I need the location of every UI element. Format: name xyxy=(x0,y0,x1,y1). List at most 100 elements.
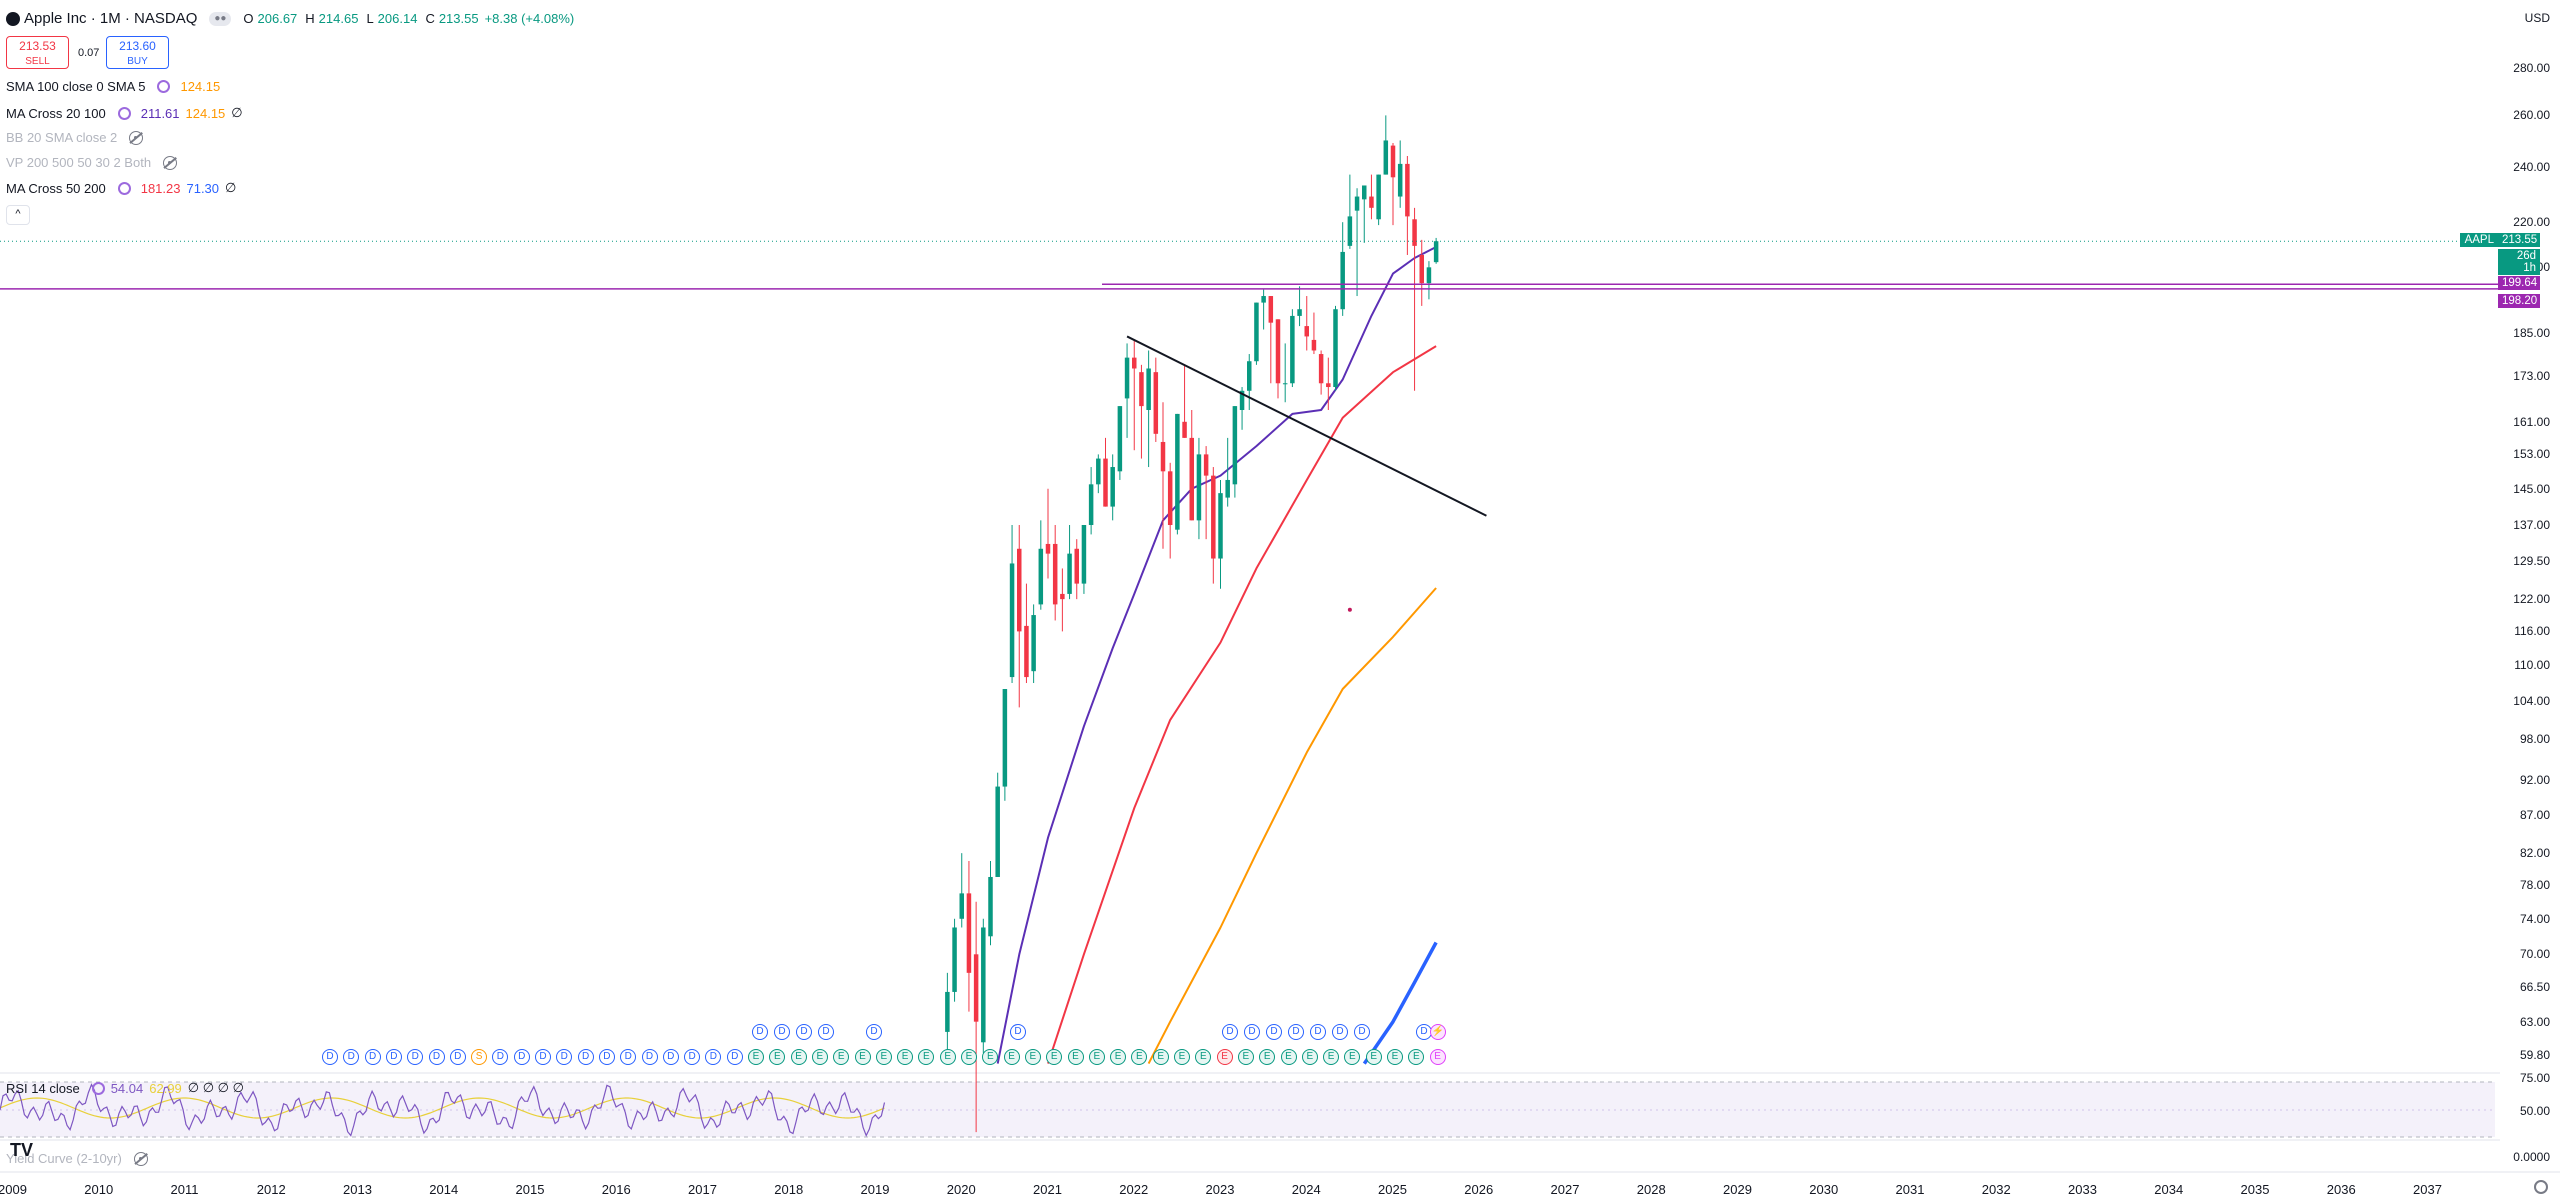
time-axis-label: 2024 xyxy=(1291,1182,1321,1197)
earnings-marker[interactable]: E xyxy=(897,1049,914,1065)
dividend-marker[interactable]: D xyxy=(428,1049,445,1065)
hidden-eye-icon[interactable] xyxy=(129,130,144,145)
yield-curve-legend[interactable]: Yield Curve (2-10yr) xyxy=(6,1151,148,1166)
indicator-ma-cross-20-100[interactable]: MA Cross 20 100 211.61 124.15 ∅ xyxy=(6,105,243,121)
candle xyxy=(1117,406,1123,480)
dividend-marker[interactable]: D xyxy=(407,1049,424,1065)
indicator-ma-cross-50-200[interactable]: MA Cross 50 200 181.23 71.30 ∅ xyxy=(6,180,236,196)
dividend-marker[interactable]: D xyxy=(598,1049,615,1065)
dividend-marker[interactable]: D xyxy=(343,1049,360,1065)
dividend-marker[interactable]: D xyxy=(556,1049,573,1065)
buy-button[interactable]: 213.60 BUY xyxy=(106,36,169,69)
earnings-marker[interactable]: E xyxy=(1344,1049,1361,1065)
dividend-marker[interactable]: D xyxy=(513,1049,530,1065)
earnings-marker[interactable]: E xyxy=(1046,1049,1063,1065)
earnings-marker[interactable]: E xyxy=(875,1049,892,1065)
earnings-marker[interactable]: E xyxy=(1152,1049,1169,1065)
earnings-marker[interactable]: E xyxy=(1110,1049,1127,1065)
dividend-marker[interactable]: D xyxy=(1222,1024,1238,1040)
dividend-marker[interactable]: D xyxy=(641,1049,658,1065)
earnings-marker[interactable]: E xyxy=(939,1049,956,1065)
more-options-icon[interactable]: ●● xyxy=(209,11,232,26)
earnings-marker[interactable]: E xyxy=(1280,1049,1297,1065)
indicator-bb[interactable]: BB 20 SMA close 2 xyxy=(6,130,144,145)
indicator-settings-icon[interactable] xyxy=(157,80,171,93)
dividend-marker[interactable]: D xyxy=(818,1024,834,1040)
dividend-marker[interactable]: D xyxy=(705,1049,722,1065)
earnings-marker[interactable]: E xyxy=(961,1049,977,1065)
candle xyxy=(1297,286,1302,327)
earnings-marker[interactable]: E xyxy=(1365,1049,1382,1065)
dividend-marker[interactable]: D xyxy=(774,1024,790,1040)
dividend-marker[interactable]: D xyxy=(1244,1024,1260,1040)
indicator-value: 211.61 xyxy=(140,105,180,121)
earnings-marker[interactable]: E xyxy=(1237,1049,1254,1065)
indicator-vp[interactable]: VP 200 500 50 30 2 Both xyxy=(6,155,178,170)
dividend-marker[interactable]: D xyxy=(1288,1024,1304,1040)
dividend-marker[interactable]: D xyxy=(796,1024,812,1040)
dividend-marker[interactable]: D xyxy=(364,1049,381,1065)
split-marker[interactable]: S xyxy=(471,1049,488,1065)
dividend-marker[interactable]: D xyxy=(322,1049,338,1065)
dividend-marker[interactable]: D xyxy=(726,1049,743,1065)
earnings-marker[interactable]: E xyxy=(790,1049,807,1065)
dividend-marker[interactable]: D xyxy=(1310,1024,1326,1040)
dividend-marker[interactable]: D xyxy=(752,1024,768,1040)
dividend-marker[interactable]: D xyxy=(1354,1024,1370,1040)
dividend-marker[interactable]: D xyxy=(662,1049,679,1065)
hidden-eye-icon[interactable] xyxy=(163,155,178,170)
rsi-line xyxy=(0,1083,886,1137)
dividend-marker[interactable]: D xyxy=(577,1049,594,1065)
time-axis-label: 2025 xyxy=(1378,1182,1407,1197)
earnings-marker[interactable]: E xyxy=(769,1049,786,1065)
symbol-title[interactable]: Apple Inc · 1M · NASDAQ xyxy=(24,10,198,27)
candle xyxy=(945,972,950,1064)
dividend-marker[interactable]: D xyxy=(620,1049,637,1065)
dividend-marker[interactable]: D xyxy=(492,1049,509,1065)
earnings-marker[interactable]: E xyxy=(748,1049,764,1065)
dividend-marker[interactable]: D xyxy=(385,1049,402,1065)
earnings-marker[interactable]: E xyxy=(1003,1049,1020,1065)
rsi-legend[interactable]: RSI 14 close 54.04 62.99 ∅ ∅ ∅ ∅ xyxy=(6,1080,244,1096)
rsi-settings-icon[interactable] xyxy=(91,1081,105,1095)
earnings-marker[interactable]: E xyxy=(811,1049,828,1065)
time-axis-label: 2021 xyxy=(1033,1182,1062,1197)
earnings-marker[interactable]: E xyxy=(1323,1049,1340,1065)
indicator-settings-icon[interactable] xyxy=(117,106,131,120)
sell-button[interactable]: 213.53 SELL xyxy=(6,36,69,69)
earnings-marker[interactable]: E xyxy=(982,1049,999,1065)
annotation-dot xyxy=(1347,607,1352,612)
earnings-marker[interactable]: E xyxy=(1301,1049,1318,1065)
earnings-marker[interactable]: E xyxy=(1024,1049,1041,1065)
earnings-marker[interactable]: E xyxy=(1429,1049,1446,1065)
earnings-marker[interactable]: E xyxy=(1067,1049,1084,1065)
dividend-marker[interactable]: D xyxy=(1010,1024,1026,1040)
earnings-marker[interactable]: E xyxy=(1174,1049,1190,1065)
dividend-marker[interactable]: D xyxy=(1416,1024,1432,1040)
dividend-marker[interactable]: D xyxy=(1332,1024,1348,1040)
dividend-marker[interactable]: D xyxy=(684,1049,701,1065)
earnings-marker[interactable]: E xyxy=(1088,1049,1105,1065)
indicator-sma100[interactable]: SMA 100 close 0 SMA 5 124.15 xyxy=(6,79,220,94)
dividend-marker[interactable]: D xyxy=(535,1049,551,1065)
earnings-marker[interactable]: E xyxy=(1195,1049,1212,1065)
dividend-marker[interactable]: D xyxy=(449,1049,466,1065)
earnings-marker[interactable]: E xyxy=(918,1049,935,1065)
earnings-marker[interactable]: ⚡ xyxy=(1430,1024,1446,1040)
collapse-legend-button[interactable]: ^ xyxy=(6,205,30,225)
earnings-marker[interactable]: E xyxy=(1387,1049,1403,1065)
dividend-marker[interactable]: D xyxy=(1266,1024,1282,1040)
indicator-settings-icon[interactable] xyxy=(117,181,131,195)
settings-gear-icon[interactable] xyxy=(2534,1180,2548,1194)
earnings-marker[interactable]: E xyxy=(854,1049,871,1065)
earnings-marker[interactable]: E xyxy=(1408,1049,1425,1065)
earnings-marker[interactable]: E xyxy=(1259,1049,1276,1065)
dividend-marker[interactable]: D xyxy=(866,1024,882,1040)
earnings-marker[interactable]: E xyxy=(1131,1049,1148,1065)
earnings-marker[interactable]: E xyxy=(833,1049,850,1065)
currency-label[interactable]: USD xyxy=(2524,11,2550,25)
candle xyxy=(1124,343,1130,438)
hidden-eye-icon[interactable] xyxy=(133,1151,148,1166)
earnings-marker[interactable]: E xyxy=(1216,1049,1233,1065)
